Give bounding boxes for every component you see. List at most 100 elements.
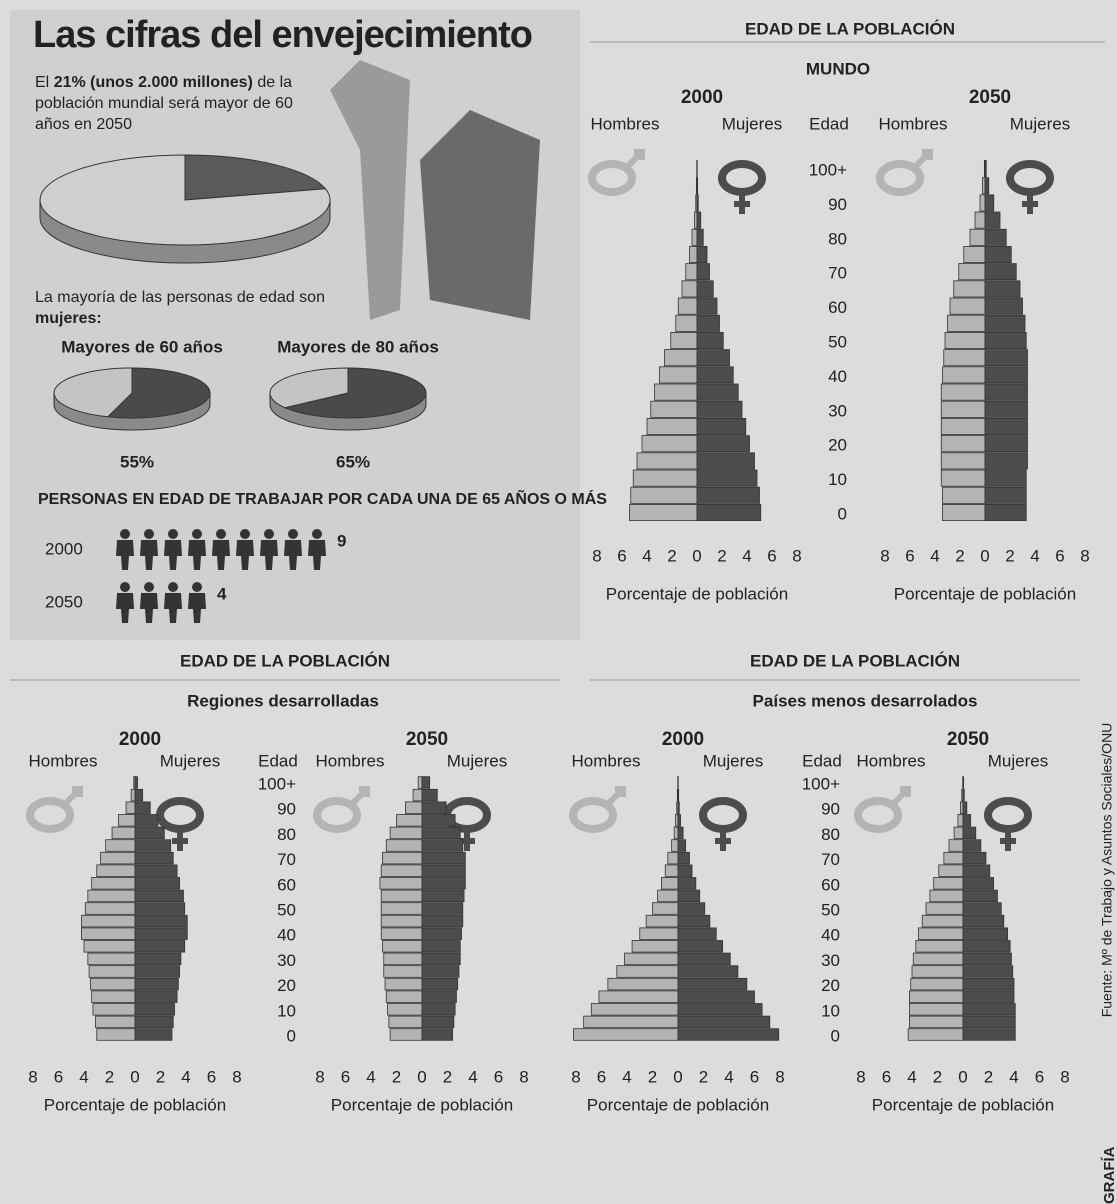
y-tick-label: 100+ <box>258 774 296 793</box>
bar <box>939 865 963 877</box>
bar <box>908 1029 963 1041</box>
bar <box>678 865 692 877</box>
bar <box>934 878 963 890</box>
bar <box>81 928 135 940</box>
x-tick-label: 0 <box>958 1067 967 1086</box>
legend-label: Hombres <box>29 751 98 770</box>
bar <box>135 1016 173 1028</box>
bar <box>697 504 761 520</box>
bar <box>697 264 710 280</box>
y-tick-label: 10 <box>821 1001 840 1020</box>
credit: GRAFÍA <box>1101 1146 1117 1204</box>
bar <box>661 878 678 890</box>
bar <box>88 953 135 965</box>
bar <box>637 453 697 469</box>
y-axis-label: Edad <box>802 751 842 770</box>
bar <box>135 789 143 801</box>
bar <box>624 953 678 965</box>
bar <box>640 928 678 940</box>
bar <box>422 1004 455 1016</box>
bar <box>658 890 678 902</box>
bar <box>697 401 742 417</box>
x-tick-label: 6 <box>1035 1067 1044 1086</box>
x-tick-label: 4 <box>366 1067 375 1086</box>
bar <box>985 160 986 176</box>
bar <box>665 350 698 366</box>
bar <box>697 246 707 262</box>
bar <box>692 229 697 245</box>
bar <box>655 384 698 400</box>
x-tick-label: 0 <box>980 546 989 565</box>
x-tick-label: 6 <box>207 1067 216 1086</box>
y-tick-label: 30 <box>828 401 847 420</box>
x-tick-label: 0 <box>130 1067 139 1086</box>
x-tick-label: 8 <box>28 1067 37 1086</box>
value-label: 4 <box>217 584 227 603</box>
bar <box>686 264 697 280</box>
bar <box>422 827 460 839</box>
bar <box>135 865 177 877</box>
bar <box>131 789 135 801</box>
bar <box>985 350 1028 366</box>
y-tick-label: 80 <box>821 825 840 844</box>
legend-label: Hombres <box>572 751 641 770</box>
bar <box>980 195 985 211</box>
bar <box>916 941 963 953</box>
bar <box>135 852 173 864</box>
bar <box>386 840 422 852</box>
x-tick-label: 4 <box>930 546 939 565</box>
x-tick-label: 4 <box>1030 546 1039 565</box>
bar <box>697 418 746 434</box>
x-axis-label: Porcentaje de población <box>894 584 1076 603</box>
y-tick-label: 70 <box>828 264 847 283</box>
bar <box>958 815 963 827</box>
bar <box>930 890 963 902</box>
y-tick-label: 20 <box>821 976 840 995</box>
x-tick-label: 6 <box>494 1067 503 1086</box>
y-tick-label: 60 <box>277 875 296 894</box>
bar <box>584 1016 678 1028</box>
y-tick-label: 90 <box>828 195 847 214</box>
legend-label: Hombres <box>879 114 948 133</box>
bar <box>135 840 171 852</box>
x-tick-label: 8 <box>315 1067 324 1086</box>
y-tick-label: 0 <box>831 1026 840 1045</box>
x-tick-label: 2 <box>105 1067 114 1086</box>
y-tick-label: 70 <box>277 850 296 869</box>
bar <box>963 991 1014 1003</box>
icon-head <box>144 529 154 539</box>
bar <box>135 941 185 953</box>
bar <box>668 852 678 864</box>
bar <box>678 991 755 1003</box>
bar <box>135 878 180 890</box>
x-tick-label: 4 <box>742 546 751 565</box>
bar <box>390 1029 422 1041</box>
bar <box>380 878 422 890</box>
year-label: 2050 <box>45 592 83 611</box>
legend-label: Mujeres <box>988 751 1048 770</box>
bar <box>948 315 986 331</box>
bar <box>697 315 720 331</box>
bar <box>413 789 422 801</box>
bar <box>963 966 1013 978</box>
bar <box>985 212 1000 228</box>
bar <box>678 915 710 927</box>
bar <box>678 966 738 978</box>
year-label: 2000 <box>45 539 83 558</box>
bar <box>381 928 422 940</box>
section-subheading: Países menos desarrolados <box>753 691 978 710</box>
legend-label: Mujeres <box>722 114 782 133</box>
bar <box>422 928 462 940</box>
bar <box>963 1016 1015 1028</box>
bar <box>697 453 755 469</box>
bar <box>85 903 135 915</box>
bar <box>913 953 963 965</box>
x-tick-label: 2 <box>1005 546 1014 565</box>
bar <box>963 1029 1015 1041</box>
bar <box>697 332 723 348</box>
y-axis-label: Edad <box>258 751 298 770</box>
x-tick-label: 6 <box>882 1067 891 1086</box>
bar <box>106 840 135 852</box>
x-axis-label: Porcentaje de población <box>587 1095 769 1114</box>
bar <box>682 281 697 297</box>
